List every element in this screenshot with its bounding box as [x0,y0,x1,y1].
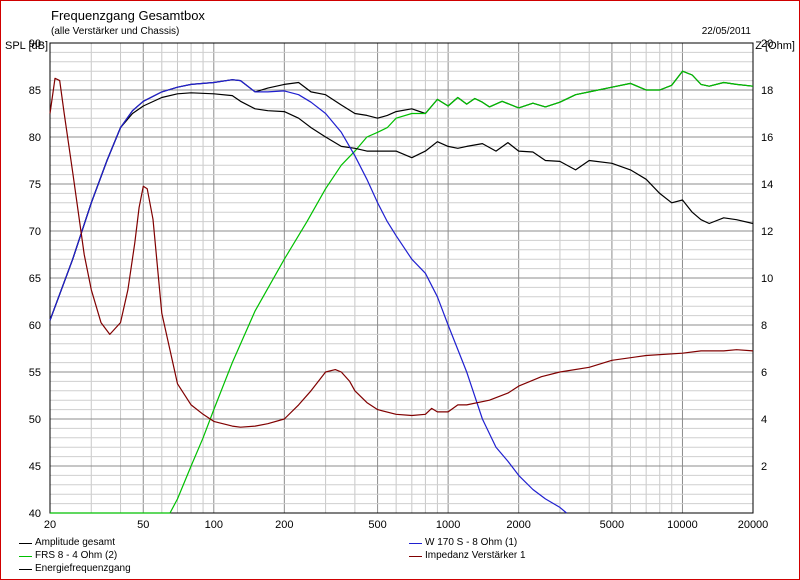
legend-label: FRS 8 - 4 Ohm (2) [35,550,118,561]
legend-label: W 170 S - 8 Ohm (1) [425,537,518,548]
legend-swatch [409,542,422,544]
y-tick-label-right: 8 [761,320,767,332]
chart-subtitle: (alle Verstärker und Chassis) [51,26,180,37]
y-tick-label-left: 70 [29,226,41,238]
y-tick-label-right: 12 [761,226,773,238]
legend-item-impedanz: Impedanz Verstärker 1 [409,550,526,562]
tick-labels: 20 50 100 200 500 1000 2000 5000 10000 2000040455… [29,38,774,531]
chart-date: 22/05/2011 [701,26,751,37]
y-tick-label-left: 90 [29,38,41,50]
y-tick-label-right: 16 [761,132,773,144]
x-tick-label: 20000 [738,519,769,531]
grid [49,42,754,514]
x-tick-label: 10000 [667,519,698,531]
y-tick-label-right: 18 [761,85,773,97]
legend-swatch [19,555,32,557]
series-line-frs-8-4-ohm-2 [50,70,754,514]
series-line-impedanz-verst-rker-1 [49,77,754,428]
x-tick-label: 100 [205,519,223,531]
plot-border [49,42,754,514]
x-tick-label: 20 [44,519,56,531]
legend-label: Impedanz Verstärker 1 [425,550,526,561]
series-line-w-170-s-8-ohm-1 [49,79,567,514]
y-tick-label-right: 2 [761,461,767,473]
y-tick-label-left: 85 [29,85,41,97]
y-tick-label-right: 10 [761,273,773,285]
x-tick-label: 50 [137,519,149,531]
legend-item-energiefrequenzgang: Energiefrequenzgang [19,563,131,575]
x-tick-label: 1000 [436,519,460,531]
y-axis-right-label: Z [Ohm] [755,40,795,52]
legend-swatch [19,568,32,570]
y-tick-label-right: 6 [761,367,767,379]
y-axis-left-label: SPL [dB] [5,40,49,52]
y-tick-label-right: 14 [761,179,773,191]
y-tick-label-left: 50 [29,414,41,426]
chart-title: Frequenzgang Gesamtbox [51,8,205,23]
y-tick-label-left: 55 [29,367,41,379]
y-tick-label-left: 40 [29,508,41,520]
y-tick-label-left: 75 [29,179,41,191]
y-tick-label-left: 45 [29,461,41,473]
legend-label: Amplitude gesamt [35,537,116,548]
legend-label: Energiefrequenzgang [35,563,131,574]
y-tick-label-right: 20 [761,38,773,50]
series-lines [49,70,754,514]
legend-item-amplitude-gesamt: Amplitude gesamt [19,537,115,549]
y-tick-label-left: 60 [29,320,41,332]
y-tick-label-right: 4 [761,414,767,426]
legend-item-w170s: W 170 S - 8 Ohm (1) [409,537,517,549]
y-tick-label-left: 65 [29,273,41,285]
legend-swatch [409,555,422,557]
x-tick-label: 200 [275,519,293,531]
x-tick-label: 500 [368,519,386,531]
x-tick-label: 5000 [600,519,624,531]
y-tick-label-left: 80 [29,132,41,144]
legend-item-frs8: FRS 8 - 4 Ohm (2) [19,550,117,562]
series-line-energiefrequenzgang [49,92,754,321]
x-tick-label: 2000 [506,519,530,531]
legend-swatch [19,542,32,544]
